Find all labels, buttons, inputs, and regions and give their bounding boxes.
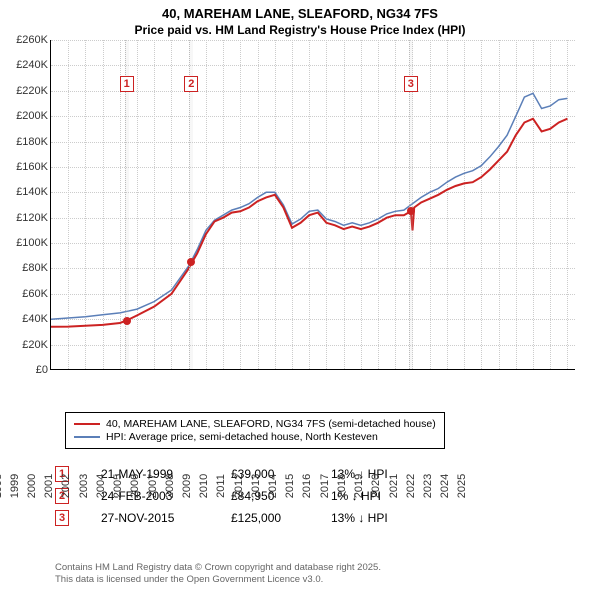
legend-row: HPI: Average price, semi-detached house,… <box>74 431 436 443</box>
marker-box: 1 <box>120 76 134 92</box>
y-axis-label: £0 <box>2 364 48 376</box>
footer: Contains HM Land Registry data © Crown c… <box>55 562 381 586</box>
event-pct: 13% ↓ HPI <box>331 511 441 525</box>
footer-line2: This data is licensed under the Open Gov… <box>55 574 381 586</box>
event-num: 3 <box>55 510 69 526</box>
y-axis-label: £160K <box>2 161 48 173</box>
y-axis-label: £260K <box>2 34 48 46</box>
legend-row: 40, MAREHAM LANE, SLEAFORD, NG34 7FS (se… <box>74 418 436 430</box>
marker-box: 2 <box>184 76 198 92</box>
x-axis-label: 2025 <box>456 474 600 498</box>
y-axis-label: £100K <box>2 237 48 249</box>
y-axis-label: £120K <box>2 212 48 224</box>
y-axis-label: £140K <box>2 186 48 198</box>
chart-subtitle: Price paid vs. HM Land Registry's House … <box>0 23 600 37</box>
y-axis-label: £240K <box>2 59 48 71</box>
y-axis-label: £80K <box>2 262 48 274</box>
footer-line1: Contains HM Land Registry data © Crown c… <box>55 562 381 574</box>
event-price: £125,000 <box>231 511 331 525</box>
y-axis-label: £20K <box>2 339 48 351</box>
marker-dot <box>187 258 195 266</box>
event-date: 27-NOV-2015 <box>101 511 231 525</box>
y-axis-label: £200K <box>2 110 48 122</box>
legend: 40, MAREHAM LANE, SLEAFORD, NG34 7FS (se… <box>65 412 445 449</box>
marker-box: 3 <box>404 76 418 92</box>
marker-dot <box>407 207 415 215</box>
event-row: 3 27-NOV-2015£125,00013% ↓ HPI <box>55 510 575 526</box>
y-axis-label: £60K <box>2 288 48 300</box>
y-axis-label: £220K <box>2 85 48 97</box>
y-axis-label: £180K <box>2 136 48 148</box>
chart-plot-area: 1 2 3 <box>50 40 575 370</box>
legend-label: HPI: Average price, semi-detached house,… <box>106 431 378 443</box>
y-axis-label: £40K <box>2 313 48 325</box>
legend-label: 40, MAREHAM LANE, SLEAFORD, NG34 7FS (se… <box>106 418 436 430</box>
chart-title: 40, MAREHAM LANE, SLEAFORD, NG34 7FS <box>0 0 600 23</box>
marker-dot <box>123 317 131 325</box>
